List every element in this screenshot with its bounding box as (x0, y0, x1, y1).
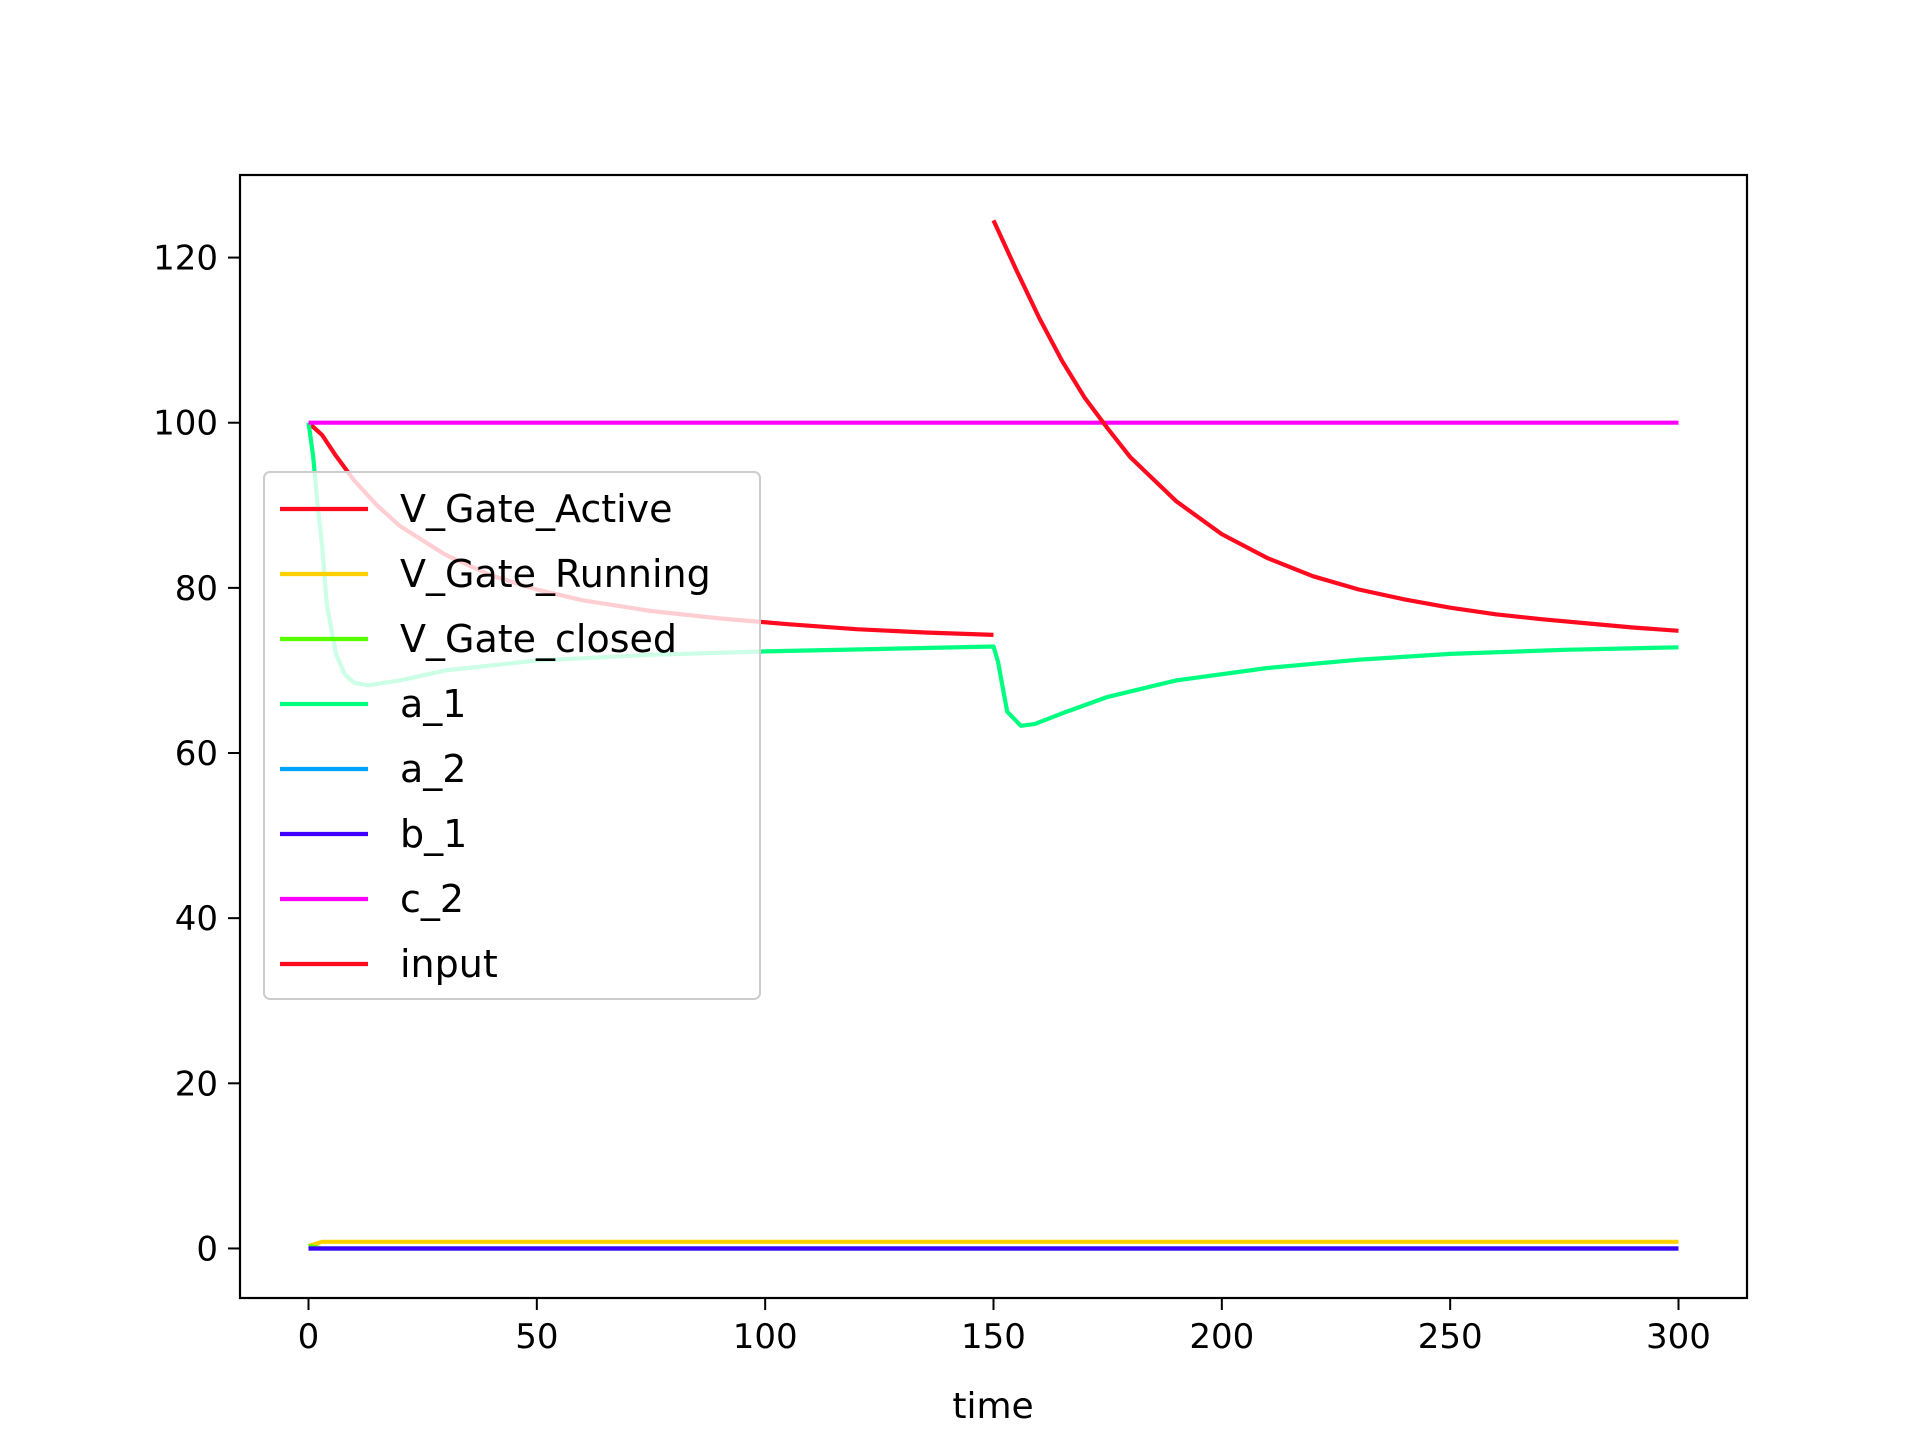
x-tick-label: 250 (1418, 1317, 1483, 1357)
y-tick-label: 60 (175, 734, 218, 774)
x-axis: 0 50 100 150 200 250 300 (298, 1298, 1711, 1357)
y-tick-label: 20 (175, 1064, 218, 1104)
legend-label: a_2 (400, 747, 466, 791)
legend-label: V_Gate_Running (400, 552, 711, 596)
y-tick-label: 0 (196, 1229, 218, 1269)
legend-label: c_2 (400, 877, 464, 921)
legend-label: a_1 (400, 682, 466, 726)
legend-frame (263, 471, 761, 1000)
legend: V_Gate_Active V_Gate_Running V_Gate_closed… (263, 471, 761, 1000)
x-tick-label: 300 (1646, 1317, 1711, 1357)
x-tick-label: 200 (1189, 1317, 1254, 1357)
legend-label: V_Gate_closed (400, 617, 677, 661)
legend-label: b_1 (400, 812, 467, 856)
legend-label: input (400, 942, 498, 986)
y-axis: 0 20 40 60 80 100 120 (153, 239, 240, 1269)
x-tick-label: 50 (515, 1317, 558, 1357)
x-axis-label: time (952, 1386, 1033, 1427)
legend-label: V_Gate_Active (400, 487, 673, 531)
x-tick-label: 100 (733, 1317, 798, 1357)
series-line-v-gate-running (307, 1239, 1679, 1249)
x-tick-label: 150 (961, 1317, 1026, 1357)
x-tick-label: 0 (298, 1317, 320, 1357)
y-tick-label: 120 (153, 239, 218, 279)
y-tick-label: 40 (175, 899, 218, 939)
series-line-input (991, 219, 1679, 633)
y-tick-label: 80 (175, 569, 218, 609)
y-tick-label: 100 (153, 404, 218, 444)
